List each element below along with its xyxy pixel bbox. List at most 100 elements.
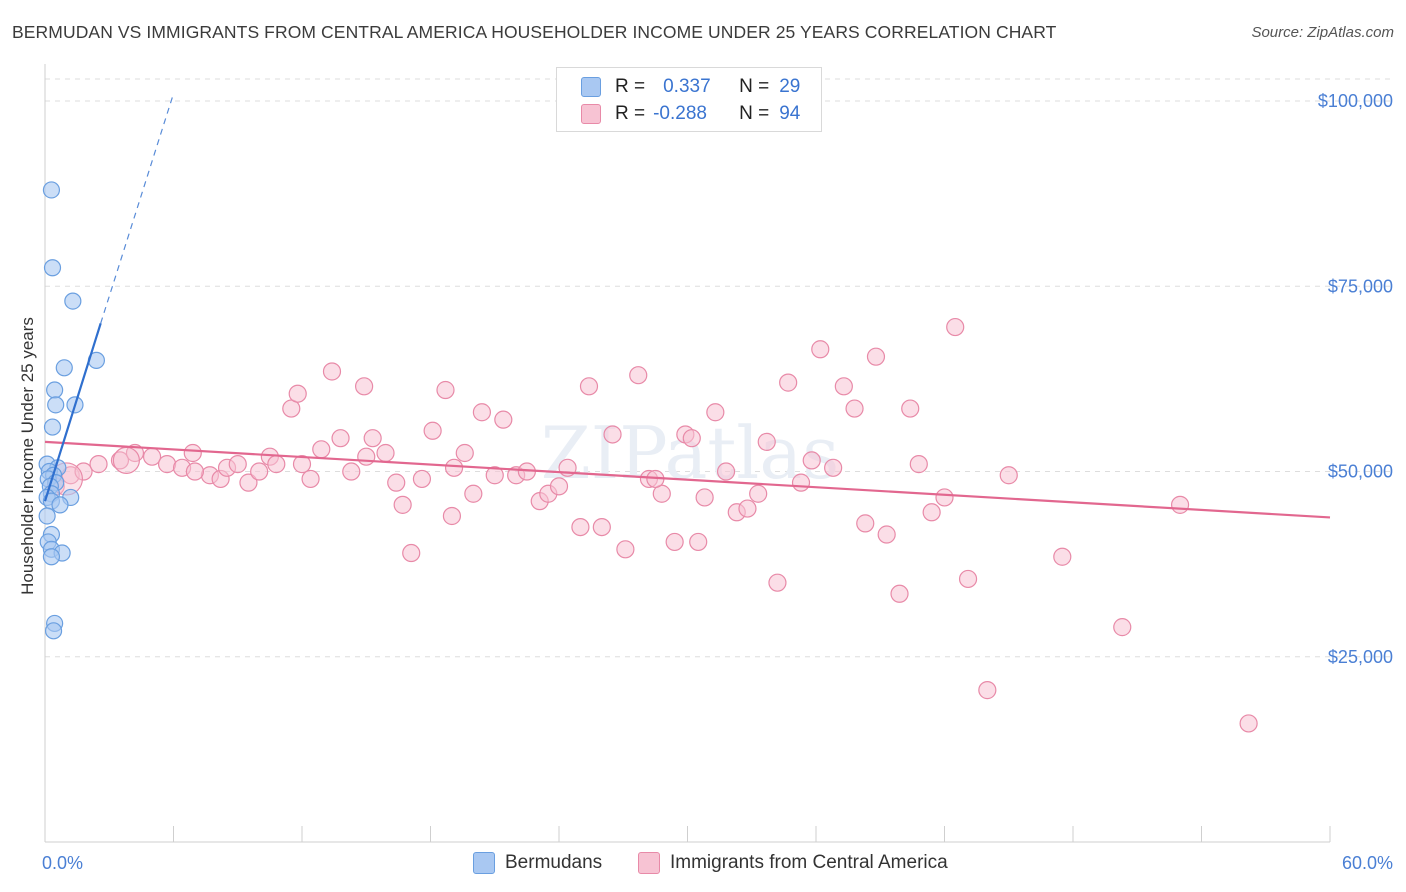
immigrants-point xyxy=(757,432,776,451)
immigrants-point xyxy=(74,462,93,481)
bermudans-point xyxy=(64,292,82,310)
immigrants-points xyxy=(46,317,1258,733)
immigrants-point xyxy=(494,410,513,429)
r-value: -0.288 xyxy=(653,103,707,124)
immigrants-point xyxy=(571,517,590,537)
immigrants-point xyxy=(901,399,920,418)
immigrants-point xyxy=(142,447,162,466)
immigrants-point xyxy=(922,503,941,522)
y-tick-label: $75,000 xyxy=(1328,276,1393,296)
immigrants-point xyxy=(909,455,928,474)
bermudans-point xyxy=(55,359,73,377)
immigrants-point xyxy=(946,317,965,337)
immigrants-point xyxy=(472,403,491,422)
immigrants-point xyxy=(288,384,307,403)
legend-label-bermudans: Bermudans xyxy=(505,852,603,873)
bermudans-point xyxy=(51,496,69,514)
immigrants-point xyxy=(485,466,504,485)
immigrants-point xyxy=(768,573,787,592)
immigrants-point xyxy=(112,446,140,475)
x-tick-label: 60.0% xyxy=(1342,853,1393,873)
immigrants-point xyxy=(824,458,843,477)
immigrants-point xyxy=(331,429,350,448)
immigrants-point xyxy=(444,458,464,477)
y-tick-label: $100,000 xyxy=(1318,91,1393,111)
r-label: R = xyxy=(615,76,646,97)
n-value: 29 xyxy=(779,76,801,97)
x-tick-labels: 0.0% 60.0% xyxy=(42,853,1393,873)
immigrants-point xyxy=(802,451,821,470)
immigrants-point xyxy=(464,484,483,503)
immigrants-point xyxy=(423,421,442,440)
bermudans-trend-extension xyxy=(100,93,175,324)
legend-row-immigrants: R = -0.288 N = 94 xyxy=(581,101,800,127)
immigrants-point xyxy=(239,473,258,492)
bermudans-point xyxy=(47,396,65,414)
r-value: 0.337 xyxy=(663,76,711,97)
trend-lines xyxy=(43,93,1331,519)
immigrants-point xyxy=(183,443,202,463)
y-tick-label: $50,000 xyxy=(1328,462,1393,482)
immigrants-point xyxy=(442,506,462,526)
immigrants-point xyxy=(935,488,954,507)
immigrants-point xyxy=(301,469,320,489)
r-label: R = xyxy=(615,103,646,124)
series-legend: Bermudans Immigrants from Central Americ… xyxy=(0,852,1406,878)
immigrants-point xyxy=(402,543,421,563)
immigrants-point xyxy=(157,455,177,474)
bermudans-point xyxy=(46,381,64,399)
immigrants-point xyxy=(250,462,269,481)
immigrants-point xyxy=(629,366,648,385)
n-value: 94 xyxy=(779,103,801,124)
n-label: N = xyxy=(739,76,770,97)
immigrants-point xyxy=(376,443,395,463)
immigrants-point xyxy=(695,488,714,507)
immigrants-point xyxy=(549,477,569,496)
immigrants-point xyxy=(312,440,331,459)
immigrants-point xyxy=(579,377,599,396)
immigrants-trend-line xyxy=(44,440,1331,519)
immigrants-point xyxy=(1113,618,1132,637)
chart-title: BERMUDAN VS IMMIGRANTS FROM CENTRAL AMER… xyxy=(12,22,1057,42)
immigrants-point xyxy=(228,455,247,474)
immigrants-point xyxy=(616,540,635,559)
immigrants-point xyxy=(363,429,382,448)
immigrants-point xyxy=(387,473,406,492)
immigrants-point xyxy=(845,399,864,418)
source-label: Source: ZipAtlas.com xyxy=(1251,24,1394,41)
bermudans-point xyxy=(42,548,61,566)
pink-swatch xyxy=(638,852,660,874)
legend-row-bermudans: R = 0.337 N = 29 xyxy=(581,74,800,100)
x-tick-label: 0.0% xyxy=(42,853,83,873)
immigrants-point xyxy=(292,455,312,474)
bermudans-point xyxy=(43,418,62,436)
immigrants-point xyxy=(342,462,361,481)
immigrants-point xyxy=(791,473,811,492)
immigrants-point xyxy=(738,499,757,518)
immigrants-point xyxy=(393,495,412,514)
immigrants-point xyxy=(689,532,708,552)
watermark: ZIPatlas xyxy=(541,411,839,495)
blue-swatch xyxy=(581,77,601,97)
bermudans-trend-line xyxy=(43,323,102,502)
immigrants-point xyxy=(322,362,342,381)
immigrants-point xyxy=(834,377,853,396)
blue-swatch xyxy=(473,852,495,874)
bermudans-point xyxy=(44,622,63,640)
immigrants-point xyxy=(357,447,376,466)
immigrants-point xyxy=(436,380,455,400)
correlation-legend: R = 0.337 N = 29 R = -0.288 N = 94 xyxy=(556,67,822,132)
immigrants-point xyxy=(811,340,830,359)
immigrants-point xyxy=(603,425,622,444)
bermudans-point xyxy=(38,507,56,525)
immigrants-point xyxy=(665,532,684,552)
immigrants-point xyxy=(455,443,474,463)
pink-swatch xyxy=(581,104,601,124)
immigrants-point xyxy=(890,584,909,603)
immigrants-point xyxy=(110,451,130,470)
bermudans-point xyxy=(43,259,62,277)
immigrants-point xyxy=(1170,495,1190,514)
immigrants-point xyxy=(716,462,736,481)
immigrants-point xyxy=(856,514,875,533)
legend-item-bermudans: Bermudans xyxy=(473,852,602,874)
